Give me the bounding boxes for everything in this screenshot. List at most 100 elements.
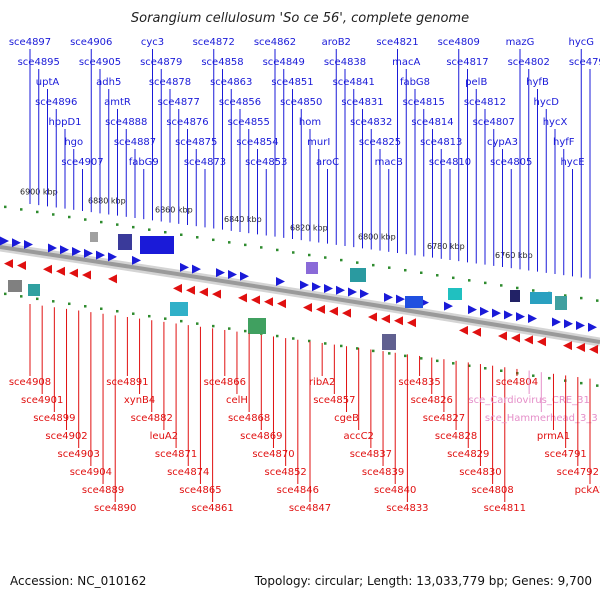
forward-gene-arrow [336, 285, 345, 295]
tick-ring-inner [532, 374, 535, 377]
reverse-gene-arrow [4, 259, 13, 269]
tick-ring-outer [196, 236, 199, 239]
tick-ring-inner [148, 314, 151, 318]
forward-gene-arrow [384, 292, 393, 302]
tick-ring-inner [484, 367, 487, 370]
gene-label: hycE [560, 157, 584, 168]
tick-ring-inner [580, 381, 583, 385]
tick-ring-inner [388, 352, 391, 355]
reverse-gene-arrow [524, 335, 533, 345]
gene-feature-block [140, 236, 174, 254]
tick-ring-outer [324, 256, 327, 259]
gene-label: sce4899 [33, 413, 75, 424]
gene-label: hyfB [526, 77, 549, 88]
tick-ring-outer [564, 294, 567, 297]
reverse-gene-arrow [186, 285, 195, 295]
gene-label: sce4791 [544, 449, 586, 460]
gene-label: sce4835 [398, 377, 440, 388]
tick-ring-inner [372, 349, 375, 353]
gene-label: sce4828 [435, 431, 477, 442]
gene-feature-block [530, 292, 552, 304]
tick-ring-outer [420, 271, 423, 274]
gene-label: sce4887 [114, 137, 156, 148]
gene-label: sce4817 [446, 57, 488, 68]
tick-ring-outer [468, 279, 471, 282]
gene-label: hyfF [553, 137, 575, 148]
reverse-gene-arrow [303, 302, 312, 312]
tick-ring-outer [276, 248, 279, 252]
gene-label: uptA [36, 77, 60, 88]
gene-label: sce4812 [464, 97, 506, 108]
tick-ring-outer [212, 238, 215, 242]
forward-gene-arrow [108, 252, 117, 262]
tick-ring-outer [388, 266, 391, 269]
gene-label: sce4882 [131, 413, 173, 424]
gene-label: sce4870 [252, 449, 294, 460]
forward-gene-arrow [588, 322, 597, 332]
gene-label: sce4873 [184, 157, 226, 168]
gene-label: sce4877 [158, 97, 200, 108]
gene-label: pelB [465, 77, 487, 88]
forward-gene-arrow [216, 268, 225, 278]
gene-label: sce4868 [228, 413, 270, 424]
tick-ring-outer [580, 296, 583, 300]
tick-ring-outer [356, 261, 359, 264]
gene-label: sce4846 [277, 485, 319, 496]
tick-ring-inner [20, 295, 23, 298]
tick-ring-inner [404, 354, 407, 358]
gene-label: sce4825 [359, 137, 401, 148]
reverse-gene-arrow [82, 270, 91, 280]
gene-label: sce4833 [386, 503, 428, 514]
gene-label: hycD [534, 97, 560, 108]
gene-feature-block [382, 334, 396, 350]
gene-label: adh5 [96, 77, 121, 88]
forward-gene-arrow [528, 313, 537, 323]
gene-label: sce4889 [82, 485, 124, 496]
tick-ring-inner [356, 347, 359, 350]
tick-ring-inner [4, 292, 7, 296]
gene-label: sce4854 [236, 137, 278, 148]
tick-ring-inner [68, 302, 71, 306]
tick-ring-outer [500, 284, 503, 287]
gene-label: fabG8 [400, 77, 430, 88]
gene-feature-block [555, 296, 567, 310]
gene-label: sce4827 [423, 413, 465, 424]
gene-label: sce4890 [94, 503, 136, 514]
gene-label: sce4808 [471, 485, 513, 496]
reverse-gene-arrow [173, 283, 182, 293]
gene-label: xynB4 [124, 395, 155, 406]
tick-ring-inner [420, 357, 423, 360]
gene-label: sce4857 [313, 395, 355, 406]
tick-ring-outer [100, 220, 103, 224]
gene-label: sce4852 [264, 467, 306, 478]
tick-ring-inner [212, 324, 215, 328]
forward-gene-arrow [576, 320, 585, 330]
gene-label: sce4793 [569, 57, 600, 68]
gene-label: sce4874 [167, 467, 209, 478]
forward-gene-arrow [72, 247, 81, 257]
gene-label: sce4850 [280, 97, 322, 108]
gene-label: hom [299, 117, 321, 128]
forward-gene-arrow [468, 305, 477, 315]
gene-label: murI [307, 137, 330, 148]
reverse-gene-arrow [56, 266, 65, 276]
gene-label: sce4903 [58, 449, 100, 460]
tick-ring-inner [52, 300, 55, 303]
gene-label: sce4895 [18, 57, 60, 68]
forward-gene-arrow [96, 250, 105, 260]
tick-ring-outer [164, 230, 167, 234]
reverse-gene-arrow [407, 318, 416, 328]
forward-gene-arrow [180, 262, 189, 272]
forward-gene-arrow [564, 319, 573, 329]
gene-label: sce4865 [179, 485, 221, 496]
gene-label: sce4810 [429, 157, 471, 168]
gene-label: sce4792 [557, 467, 599, 478]
gene-label: cyc3 [141, 37, 164, 48]
gene-label: sce4847 [289, 503, 331, 514]
tick-ring-outer [20, 208, 23, 211]
tick-ring-inner [596, 384, 599, 387]
gene-label: amtR [104, 97, 131, 108]
forward-gene-arrow [480, 306, 489, 316]
reverse-gene-arrow [238, 293, 247, 303]
gene-label: sce4897 [9, 37, 51, 48]
